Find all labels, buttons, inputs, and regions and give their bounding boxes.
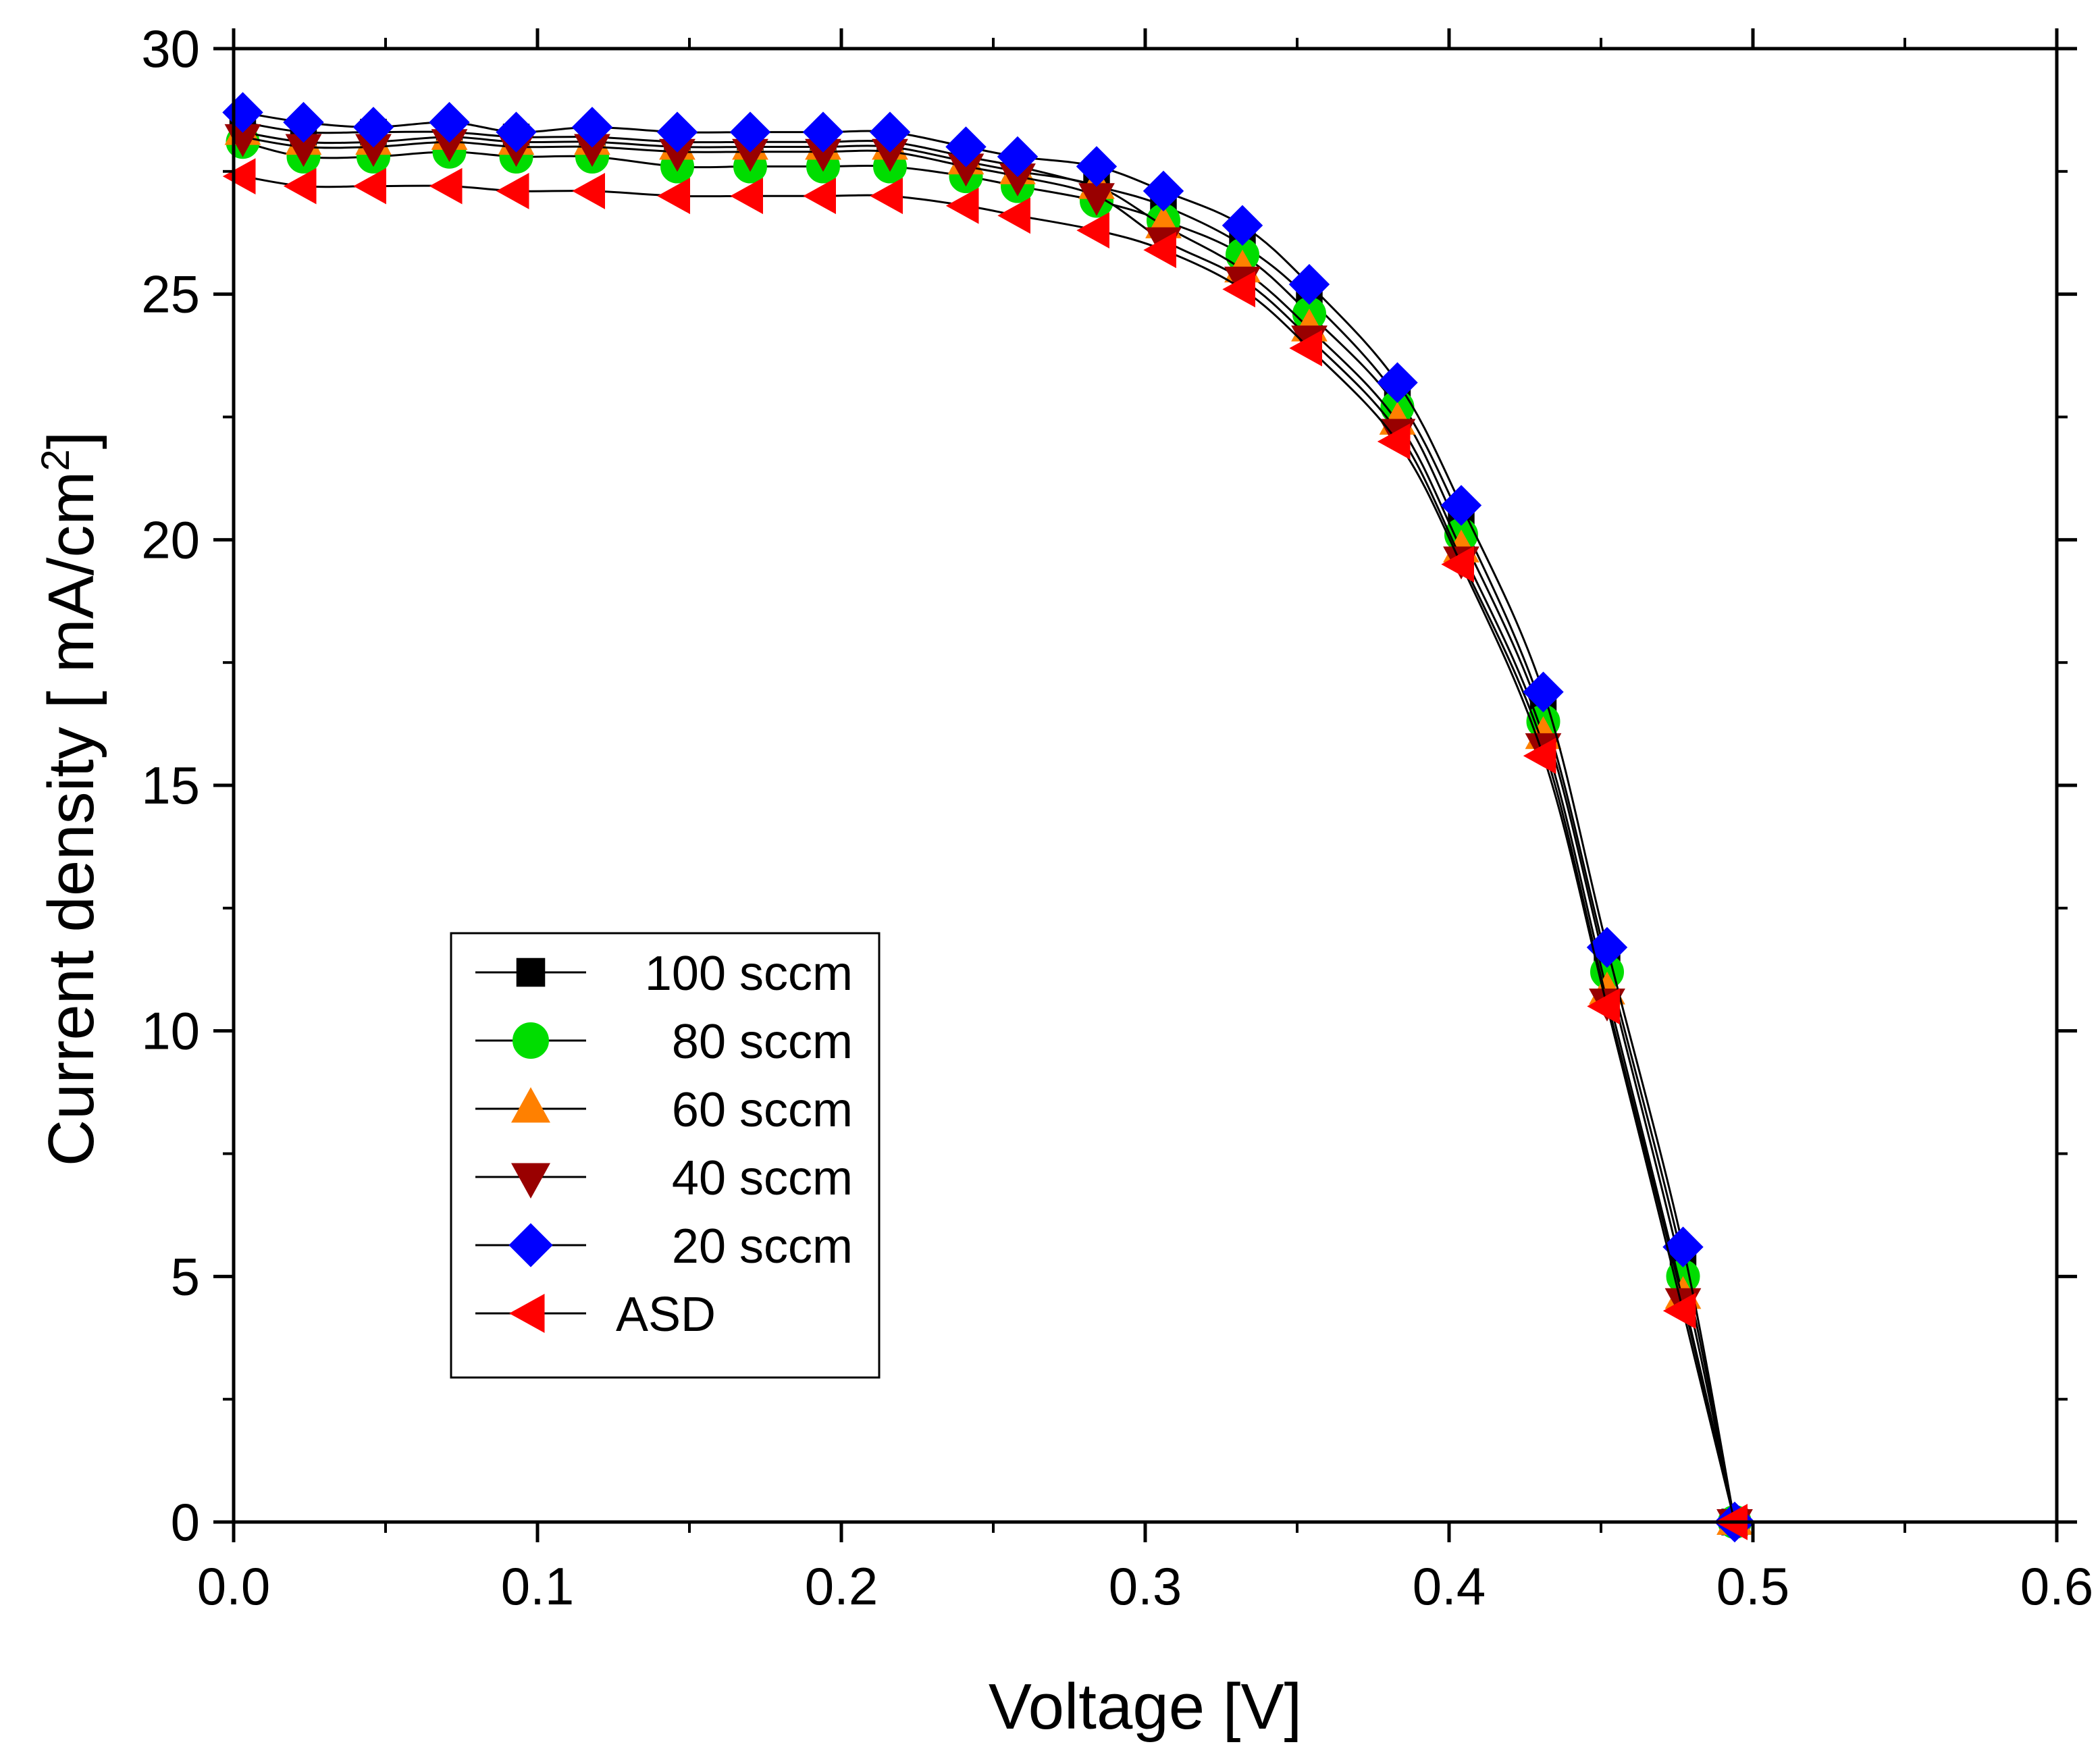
data-point — [1586, 926, 1628, 968]
x-tick-label: 0.4 — [1413, 1556, 1486, 1616]
data-point — [283, 167, 317, 205]
legend-marker — [516, 958, 546, 987]
series-20-sccm — [222, 92, 1756, 1543]
data-point — [945, 126, 987, 167]
axis-layer: 0.0 0.1 0.2 0.3 0.4 0.5 0.6 0 5 10 15 20 25 30 — [141, 19, 2093, 1616]
data-point — [1076, 146, 1118, 187]
data-point — [1587, 988, 1620, 1025]
data-point — [802, 111, 844, 153]
data-point — [353, 167, 386, 205]
data-point — [1441, 546, 1474, 583]
legend-marker — [508, 1223, 553, 1267]
data-point — [222, 158, 256, 195]
legend-label: 60 sccm — [672, 1083, 853, 1137]
legend-label: ASD — [616, 1288, 716, 1342]
legend-label: 100 sccm — [645, 947, 853, 1001]
data-point — [222, 92, 263, 133]
legend-marker — [509, 1294, 545, 1333]
legend: 100 sccm 80 sccm 60 sccm 40 sccm 20 sccm ASD — [450, 932, 881, 1379]
data-point — [1143, 232, 1176, 269]
legend-item: 40 sccm — [475, 1151, 853, 1205]
data-point — [656, 111, 698, 153]
y-axis-title-close: ] — [35, 431, 107, 450]
data-point — [1523, 671, 1564, 713]
y-axis-title-superscript: 2 — [34, 449, 78, 471]
series-asd — [222, 158, 1748, 1540]
data-point — [997, 136, 1039, 178]
data-point — [283, 101, 324, 143]
legend-item: 100 sccm — [475, 947, 853, 1001]
data-point — [945, 187, 979, 224]
legend-item: ASD — [475, 1288, 716, 1342]
data-point — [869, 111, 911, 153]
x-tick-label: 0.1 — [501, 1556, 574, 1616]
x-tick-label: 0.3 — [1109, 1556, 1182, 1616]
x-tick-label: 0.0 — [197, 1556, 270, 1616]
data-point — [729, 111, 771, 153]
data-point — [1662, 1292, 1696, 1330]
x-tick-label: 0.6 — [2020, 1556, 2093, 1616]
data-point — [352, 107, 394, 148]
y-tick-label: 20 — [141, 510, 200, 569]
legend-item: 20 sccm — [475, 1220, 853, 1274]
y-axis-title: Current density [ mA/cm2] — [34, 431, 107, 1167]
legend-marker — [511, 1087, 550, 1123]
data-point — [730, 178, 763, 215]
data-point — [572, 173, 605, 209]
x-axis-title: Voltage [V] — [989, 1671, 1302, 1743]
data-point — [496, 111, 537, 153]
data-point — [803, 178, 836, 215]
data-point — [1662, 1226, 1704, 1267]
legend-item: 60 sccm — [475, 1083, 853, 1137]
x-tick-label: 0.2 — [805, 1556, 878, 1616]
data-point — [1289, 330, 1322, 367]
data-point — [1523, 737, 1556, 775]
legend-label: 80 sccm — [672, 1015, 853, 1069]
legend-marker — [513, 1022, 549, 1059]
legend-marker — [511, 1163, 550, 1199]
data-point — [1288, 263, 1330, 305]
legend-box — [450, 932, 881, 1379]
data-point — [571, 107, 613, 148]
legend-label: 40 sccm — [672, 1151, 853, 1205]
y-tick-label: 15 — [141, 756, 200, 815]
data-point — [657, 178, 690, 215]
legend-label: 20 sccm — [672, 1220, 853, 1274]
data-point — [1143, 170, 1184, 212]
y-tick-label: 0 — [171, 1492, 200, 1552]
y-tick-label: 5 — [171, 1247, 200, 1306]
x-tick-label: 0.5 — [1716, 1556, 1789, 1616]
data-point — [1440, 485, 1482, 526]
data-point — [997, 197, 1030, 234]
data-point — [1222, 271, 1255, 308]
data-point — [870, 178, 903, 215]
data-point — [1076, 212, 1109, 249]
y-tick-label: 25 — [141, 265, 200, 324]
data-point — [429, 167, 463, 205]
data-point — [429, 101, 470, 143]
legend-item: 80 sccm — [475, 1015, 853, 1069]
data-point — [1377, 362, 1418, 403]
data-point — [1377, 423, 1411, 460]
y-tick-label: 30 — [141, 19, 200, 78]
y-tick-label: 10 — [141, 1001, 200, 1061]
data-point — [496, 173, 529, 209]
data-point — [1222, 205, 1263, 246]
y-axis-title-main: Current density [ mA/cm — [35, 471, 107, 1167]
series-layer — [222, 92, 1756, 1543]
